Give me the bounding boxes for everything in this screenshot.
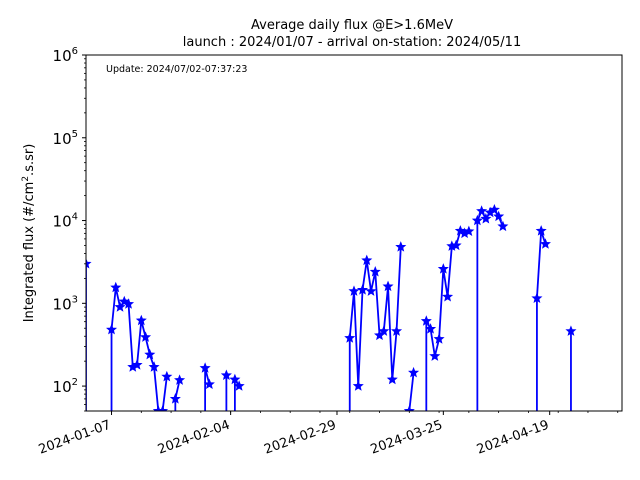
data-point-star — [199, 362, 211, 373]
data-point-star — [565, 325, 577, 336]
chart-title: Average daily flux @E>1.6MeV — [251, 18, 453, 33]
data-point-star — [356, 284, 369, 295]
data-point-star — [488, 203, 500, 215]
data-point-star — [348, 285, 360, 296]
data-point-star — [391, 325, 403, 336]
update-annotation: Update: 2024/07/02-07:37:23 — [106, 64, 247, 75]
y-tick-label: 104 — [53, 212, 78, 231]
data-point-star — [480, 212, 492, 224]
data-point-star — [437, 263, 449, 274]
data-point-star — [144, 348, 156, 360]
data-point-star — [433, 333, 445, 344]
data-point-star — [233, 380, 245, 391]
plot-area — [86, 203, 577, 411]
data-point-star — [386, 373, 398, 385]
data-point-star — [378, 325, 390, 336]
data-point-star — [420, 315, 432, 326]
data-point-star — [531, 292, 543, 303]
data-point-star — [135, 314, 147, 326]
y-axis-ticks: 102 103 104 105 106 — [53, 46, 86, 412]
data-point-star — [174, 374, 186, 385]
data-point-star — [539, 238, 551, 249]
data-point-star — [497, 220, 509, 232]
data-point-star — [476, 205, 488, 216]
data-point-star — [429, 350, 441, 361]
data-point-star — [450, 239, 462, 251]
data-point-star — [403, 405, 415, 411]
y-tick-label: 105 — [53, 129, 78, 148]
data-point-star — [110, 281, 122, 293]
data-point-star — [382, 280, 394, 292]
data-point-star — [114, 301, 126, 312]
data-point-star — [463, 225, 475, 237]
y-tick-label: 103 — [53, 294, 78, 313]
data-point-star — [344, 332, 356, 343]
data-point-star — [148, 361, 160, 372]
data-point-star — [361, 254, 373, 266]
data-point-star — [493, 210, 505, 222]
y-axis-label-main: Integrated flux (#/cm — [22, 182, 37, 323]
data-point-star — [229, 373, 241, 385]
y-axis-label-superscript: 2 — [21, 176, 31, 182]
data-point-star — [471, 214, 483, 226]
data-point-star — [408, 366, 420, 378]
data-point-star — [535, 225, 547, 236]
data-point-star — [161, 370, 173, 382]
data-point-star — [123, 298, 135, 309]
y-tick-label: 106 — [53, 46, 78, 65]
y-axis-label: Integrated flux (#/cm2.s.sr) — [21, 144, 37, 323]
data-point-star — [352, 380, 364, 391]
data-point-star — [106, 323, 118, 335]
data-point-star — [442, 290, 454, 302]
data-point-star — [131, 359, 143, 370]
data-point-star — [395, 241, 407, 252]
data-point-star — [365, 285, 377, 296]
y-axis-label-tail: .s.sr) — [22, 144, 37, 176]
y-tick-label: 102 — [53, 377, 78, 396]
series-flux — [86, 203, 577, 411]
data-point-star — [169, 393, 181, 404]
data-point-star — [369, 266, 381, 277]
data-point-star — [203, 378, 215, 390]
data-point-star — [140, 331, 152, 342]
chart-subtitle: launch : 2024/01/07 - arrival on-station… — [183, 35, 521, 50]
data-point-star — [425, 323, 437, 334]
data-point-star — [220, 369, 232, 380]
data-point-star — [157, 405, 169, 411]
series-line — [408, 372, 415, 411]
data-point-star — [86, 258, 92, 269]
